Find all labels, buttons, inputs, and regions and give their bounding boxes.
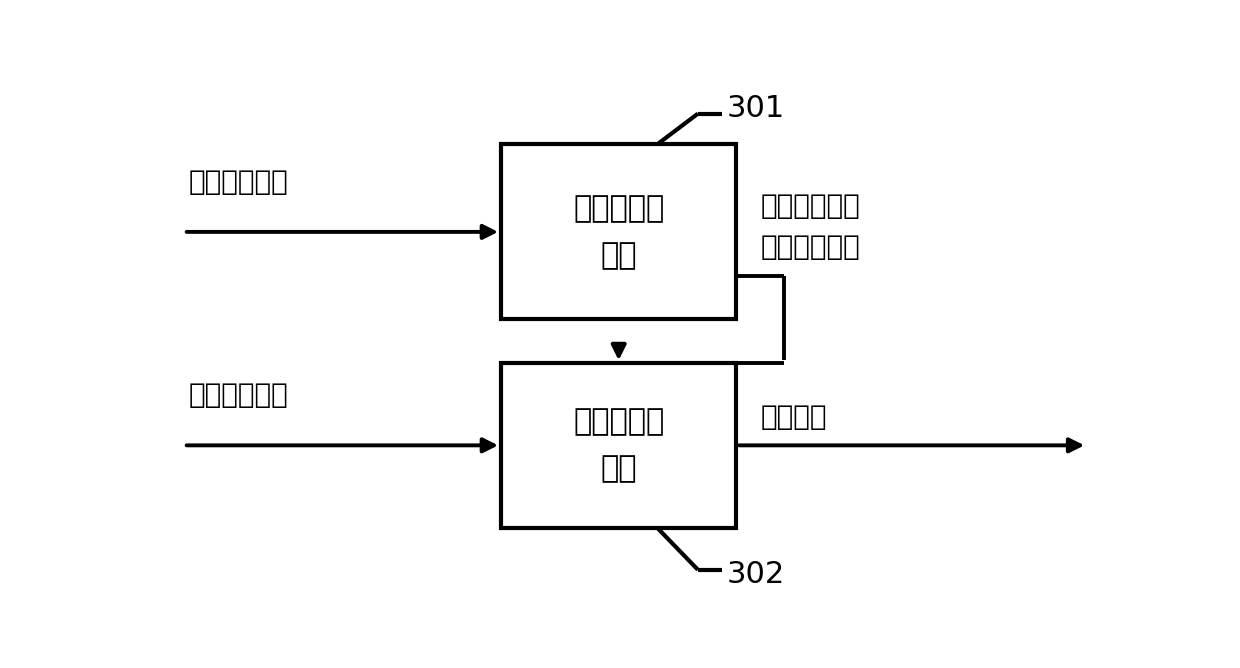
Text: 302: 302 — [727, 560, 785, 589]
Text: 第一锁相环
回路: 第一锁相环 回路 — [573, 194, 665, 270]
Text: 第一时钟信号: 第一时钟信号 — [188, 168, 289, 196]
Text: 第二时钟信号: 第二时钟信号 — [188, 381, 289, 409]
Bar — [501, 144, 737, 319]
Bar — [501, 363, 737, 528]
Text: 第二锁相环
回路: 第二锁相环 回路 — [573, 407, 665, 484]
Text: 301: 301 — [727, 94, 785, 123]
Text: 输出信号: 输出信号 — [760, 403, 827, 431]
Text: 输出时钟（反
馈时钟）信号: 输出时钟（反 馈时钟）信号 — [760, 192, 861, 261]
